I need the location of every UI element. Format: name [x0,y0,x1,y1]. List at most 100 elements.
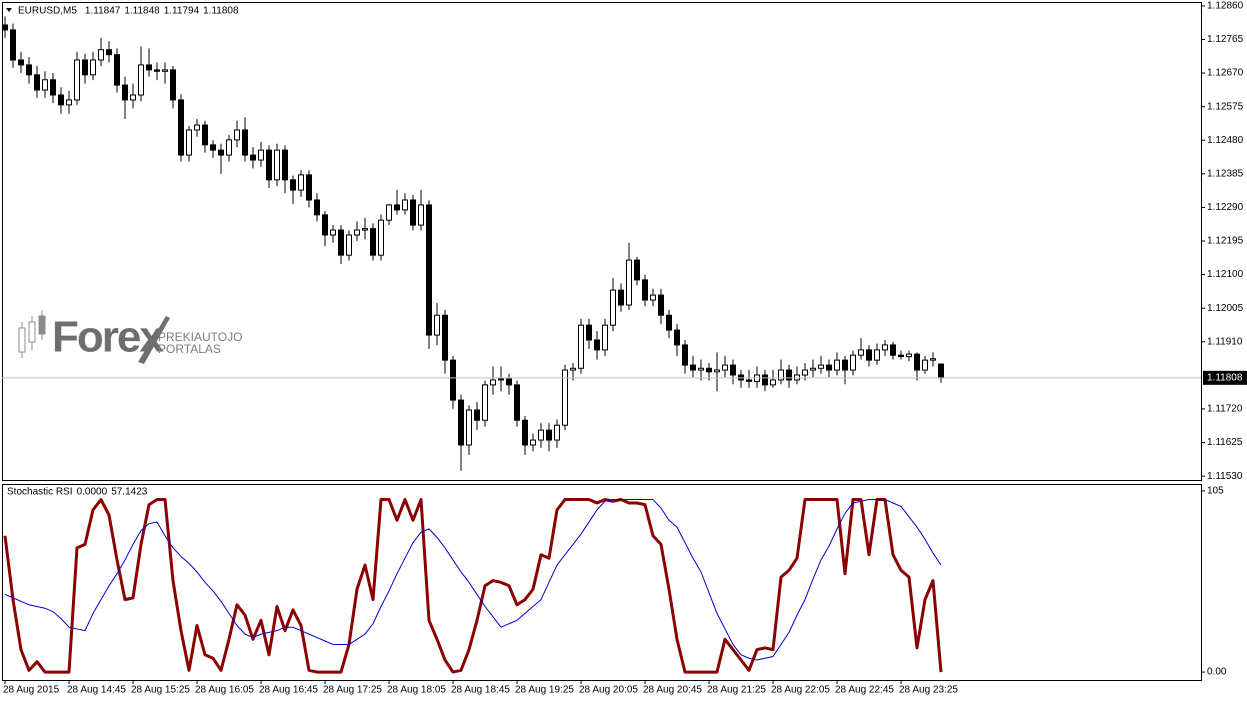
candle-body [162,69,168,72]
x-tick-label: 28 Aug 22:45 [835,685,894,696]
candle-body [186,129,192,156]
menu-triangle[interactable] [6,8,12,12]
candle-body [26,64,32,76]
candle-body [450,359,456,401]
x-tick-label: 28 Aug 2015 [3,685,60,696]
y-tick-label: 0.00 [1207,667,1227,678]
candle-body [866,349,872,361]
candle-body [338,229,344,256]
candle-body [882,344,888,351]
current-price-label: 1.11808 [1207,372,1243,383]
candle-body [58,94,64,106]
candle-body [586,324,592,341]
candle-body [10,29,16,61]
candle-body [386,204,392,221]
y-tick-label: 1.12575 [1207,101,1244,112]
x-tick-label: 28 Aug 18:05 [387,685,446,696]
candle-body [410,199,416,226]
candle-body [770,379,776,386]
candle-body [202,124,208,146]
candle-body [394,204,400,211]
x-tick-label: 28 Aug 21:25 [707,685,766,696]
candle-body [938,363,944,379]
candle-body [914,353,920,371]
logo-candle [28,321,36,343]
candle-body [602,324,608,351]
candle-body [858,349,864,356]
candle-body [458,399,464,446]
candle-body [242,129,248,156]
candle-body [826,364,832,371]
logo-candle [38,315,46,335]
candle-body [434,314,440,336]
candle-body [18,59,24,66]
y-tick-label: 1.12195 [1207,236,1244,247]
candle-body [130,94,136,101]
candle-body [650,294,656,301]
x-tick-label: 28 Aug 15:25 [131,685,190,696]
candle-body [706,367,712,373]
x-tick-label: 28 Aug 18:45 [451,685,510,696]
watermark: Forex PREKIAUTOJO PORTALAS [18,310,242,364]
y-tick-label: 1.11625 [1207,437,1243,448]
x-tick-label: 28 Aug 17:25 [323,685,382,696]
candle-body [34,74,40,91]
candle-body [618,289,624,306]
candle-body [226,139,232,156]
candle-body [194,124,200,131]
candle-body [834,359,840,371]
candle-body [850,354,856,371]
candle-body [2,24,8,31]
candle-body [546,429,552,441]
candle-body [594,339,600,351]
candle-body [402,199,408,211]
candle-body [474,409,480,421]
candle-body [818,364,824,369]
candle-body [146,64,152,71]
header-value: 1.11794 [164,6,200,17]
header-value: 1.11808 [203,6,239,17]
candle-body [258,149,264,161]
x-tick-label: 28 Aug 22:05 [771,685,830,696]
y-tick-label: 1.12860 [1207,1,1244,12]
candle-body [522,419,528,446]
candle-body [114,54,120,86]
candle-body [122,84,128,101]
watermark-tagline: PREKIAUTOJO [158,330,242,344]
candle-body [354,229,360,236]
candle-body [778,369,784,381]
candle-body [634,259,640,281]
x-tick-label: 28 Aug 20:45 [643,685,702,696]
candle-body [922,359,928,371]
x-tick-label: 28 Aug 16:05 [195,685,254,696]
candle-body [106,49,112,56]
candle-body [874,349,880,361]
candle-body [930,358,936,361]
candle-body [362,228,368,231]
y-tick-label: 1.12005 [1207,303,1244,314]
candle-body [714,369,720,373]
candle-body [178,99,184,156]
candle-body [722,364,728,371]
candle-body [274,149,280,181]
y-tick-label: 1.11910 [1207,336,1243,347]
watermark-tagline: PORTALAS [158,342,221,356]
candle-body [482,384,488,421]
candle-body [66,99,72,106]
candle-body [730,364,736,376]
candle-body [138,64,144,96]
x-tick-label: 28 Aug 14:45 [67,685,126,696]
chart-title: EURUSD,M5 [18,6,77,17]
candle-body [234,129,240,141]
candle-body [698,367,704,371]
candle-body [890,344,896,356]
candle-body [426,204,432,336]
y-tick-label: 1.12290 [1207,202,1244,213]
indicator-value: 0.0000 [77,487,108,498]
candle-body [346,234,352,256]
y-tick-label: 1.11530 [1207,471,1243,482]
candle-body [370,228,376,256]
candle-body [42,79,48,91]
